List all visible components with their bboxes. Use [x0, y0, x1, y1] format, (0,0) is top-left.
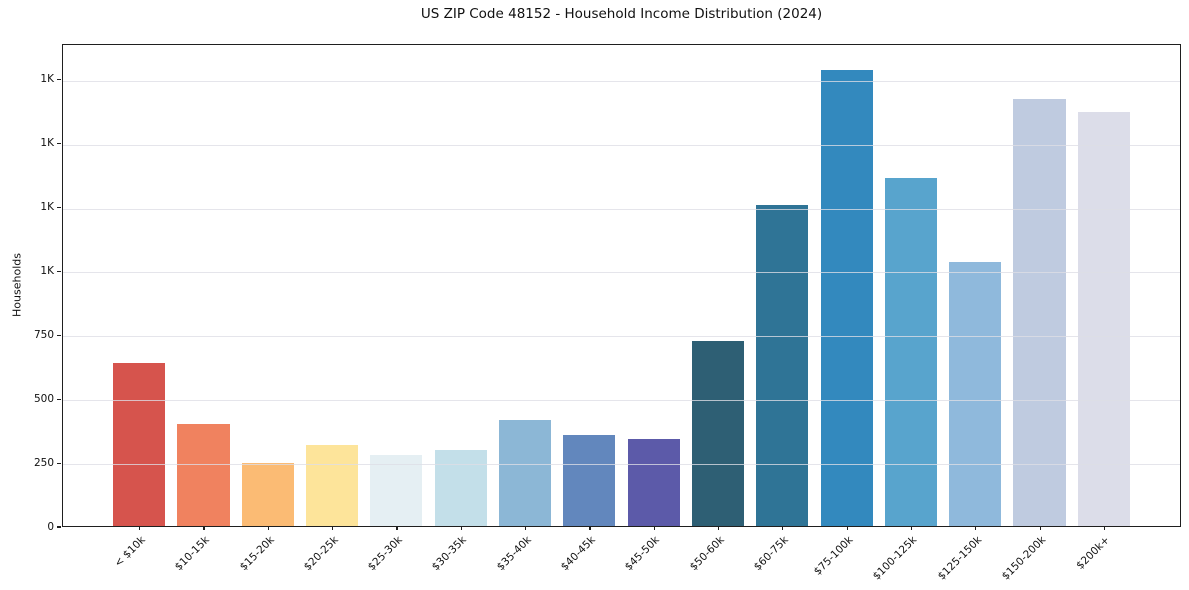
y-tick-label: 250	[33, 456, 54, 469]
x-tick-label: $45-50k	[623, 534, 663, 574]
bar-15	[1013, 98, 1066, 526]
y-axis-label: Households	[10, 253, 24, 317]
bar-4	[306, 444, 359, 526]
x-tick-label: < $10k	[112, 534, 148, 570]
chart-title: US ZIP Code 48152 - Household Income Dis…	[420, 6, 823, 22]
bar-14	[949, 262, 1002, 526]
y-tick-mark	[57, 334, 61, 336]
x-tick-mark	[332, 526, 334, 530]
x-tick-label: $125-150k	[935, 534, 984, 583]
x-tick-label: $25-30k	[365, 534, 405, 574]
x-tick-mark	[460, 526, 462, 530]
x-tick-mark	[846, 526, 848, 530]
bar-6	[434, 450, 487, 526]
y-tick-label: 1K	[40, 137, 54, 150]
x-tick-mark	[717, 526, 720, 530]
x-tick-mark	[653, 526, 655, 530]
y-tick-mark	[57, 526, 61, 528]
bar-2	[177, 423, 230, 526]
x-tick-label: $20-25k	[301, 534, 341, 574]
bar-13	[884, 177, 937, 526]
bar-8	[563, 434, 616, 526]
bar-slot: $15-20k	[236, 45, 300, 573]
bar-slot: $125-150k	[935, 45, 1007, 583]
y-tick-label: 1K	[40, 264, 54, 277]
bar-9	[627, 439, 680, 526]
bar-slot: < $10k	[107, 45, 171, 570]
x-tick-label: $35-40k	[494, 534, 534, 574]
y-tick-label: 1K	[40, 201, 54, 214]
x-tick-mark	[139, 526, 141, 530]
bar-slot: $50-60k	[686, 45, 750, 573]
bar-slot: $30-35k	[429, 45, 493, 573]
y-tick-mark	[57, 206, 61, 209]
x-tick-mark	[975, 526, 977, 530]
x-tick-label: $60-75k	[751, 534, 791, 574]
y-tick-label: 500	[33, 392, 54, 405]
bar-slot: $100-125k	[871, 45, 943, 583]
bars-container: < $10k $10-15k $15-20k $20-25k $25-30k $30-35…	[63, 45, 1180, 583]
x-tick-mark	[782, 526, 784, 530]
bar-slot: $35-40k	[493, 45, 557, 573]
x-tick-label: $40-45k	[558, 534, 598, 574]
bar-12	[820, 69, 873, 526]
bar-5	[370, 454, 423, 526]
bar-slot: $10-15k	[171, 45, 235, 573]
x-tick-label: $150-200k	[999, 534, 1049, 583]
x-tick-label: $10-15k	[172, 534, 212, 574]
bar-slot: $200k+	[1072, 45, 1136, 572]
bar-10	[691, 340, 744, 526]
x-tick-mark	[267, 526, 269, 530]
y-tick-label: 0	[47, 520, 54, 533]
x-tick-label: $100-125k	[870, 534, 920, 583]
y-tick-mark	[57, 462, 61, 464]
y-tick-label: 1K	[40, 73, 54, 86]
bar-3	[241, 463, 294, 526]
x-tick-label: $50-60k	[687, 534, 727, 574]
bar-slot: $25-30k	[364, 45, 428, 573]
bar-slot: $60-75k	[750, 45, 814, 573]
bar-slot: $45-50k	[622, 45, 686, 573]
y-tick-label: 750	[33, 328, 54, 341]
x-tick-mark	[1039, 526, 1041, 530]
bar-7	[498, 419, 552, 526]
x-tick-mark	[1103, 526, 1106, 530]
x-tick-mark	[589, 526, 591, 530]
bar-1	[113, 363, 166, 526]
y-tick-mark	[57, 79, 61, 81]
y-tick-mark	[57, 270, 61, 273]
x-tick-mark	[910, 526, 913, 530]
x-tick-mark	[525, 526, 527, 530]
x-tick-label: $200k+	[1074, 534, 1113, 572]
x-tick-label: $15-20k	[237, 534, 277, 574]
x-tick-mark	[396, 526, 398, 530]
bar-slot: $40-45k	[557, 45, 621, 573]
bar-slot: $20-25k	[300, 45, 364, 573]
x-tick-label: $30-35k	[430, 534, 470, 574]
x-tick-mark	[203, 526, 205, 530]
y-tick-mark	[57, 398, 61, 400]
bar-16	[1077, 111, 1130, 526]
bar-11	[756, 205, 809, 526]
bar-slot: $75-100k	[811, 45, 878, 578]
x-tick-label: $75-100k	[811, 534, 856, 578]
bar-slot: $150-200k	[999, 45, 1071, 583]
y-tick-mark	[57, 143, 61, 145]
plot-area: < $10k $10-15k $15-20k $20-25k $25-30k $30-35…	[62, 44, 1181, 583]
